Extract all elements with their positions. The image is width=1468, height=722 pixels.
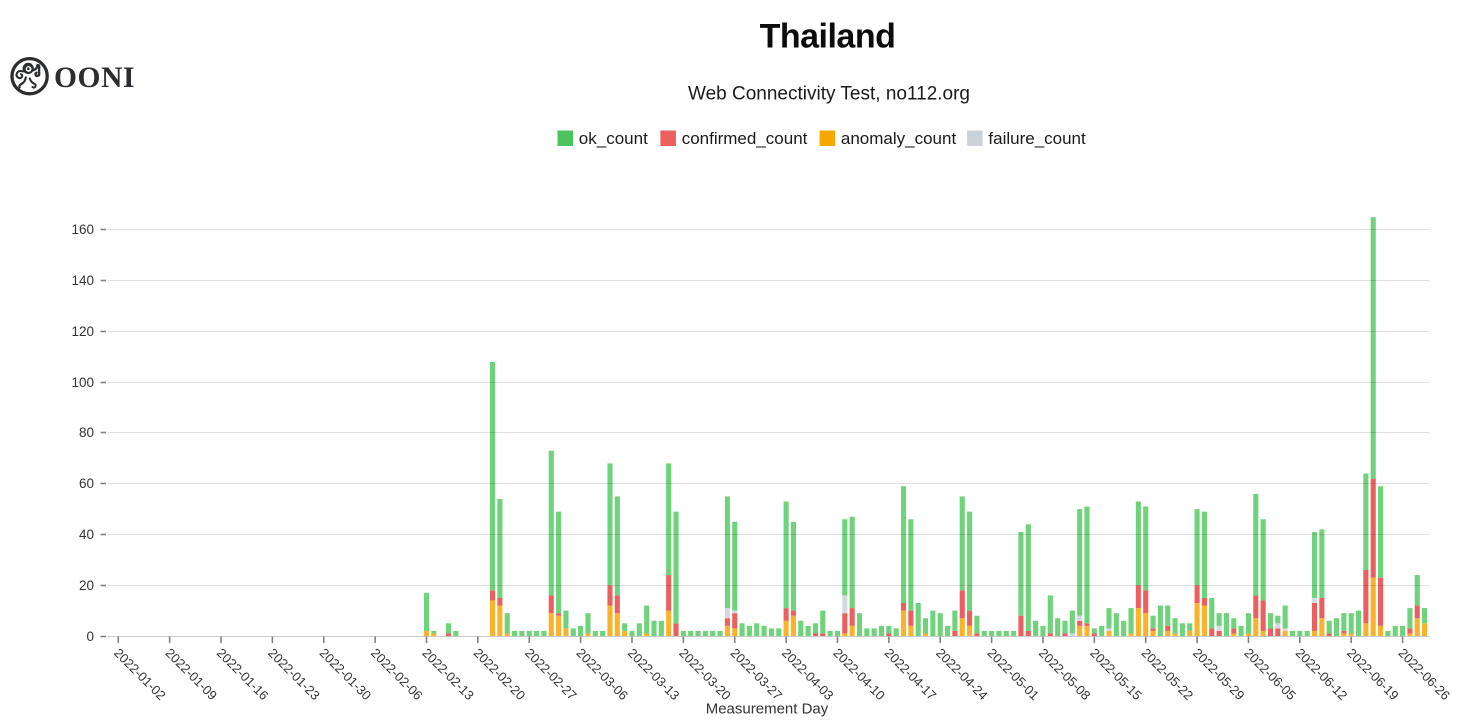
svg-text:Web Connectivity Test, no112.o: Web Connectivity Test, no112.org (688, 84, 970, 105)
svg-text:140: 140 (71, 273, 94, 288)
svg-text:Thailand: Thailand (760, 18, 896, 56)
svg-text:80: 80 (79, 425, 94, 440)
svg-text:60: 60 (79, 476, 94, 491)
svg-text:40: 40 (79, 527, 94, 542)
svg-text:failure_count: failure_count (988, 129, 1086, 148)
svg-text:0: 0 (86, 629, 94, 644)
svg-text:OONI: OONI (54, 62, 135, 94)
svg-text:confirmed_count: confirmed_count (682, 129, 808, 148)
svg-text:20: 20 (79, 578, 94, 593)
svg-text:ok_count: ok_count (579, 129, 648, 148)
svg-text:100: 100 (71, 375, 94, 390)
svg-text:anomaly_count: anomaly_count (841, 129, 957, 148)
svg-text:Measurement Day: Measurement Day (706, 701, 829, 718)
svg-text:120: 120 (71, 324, 94, 339)
svg-text:160: 160 (71, 222, 94, 237)
